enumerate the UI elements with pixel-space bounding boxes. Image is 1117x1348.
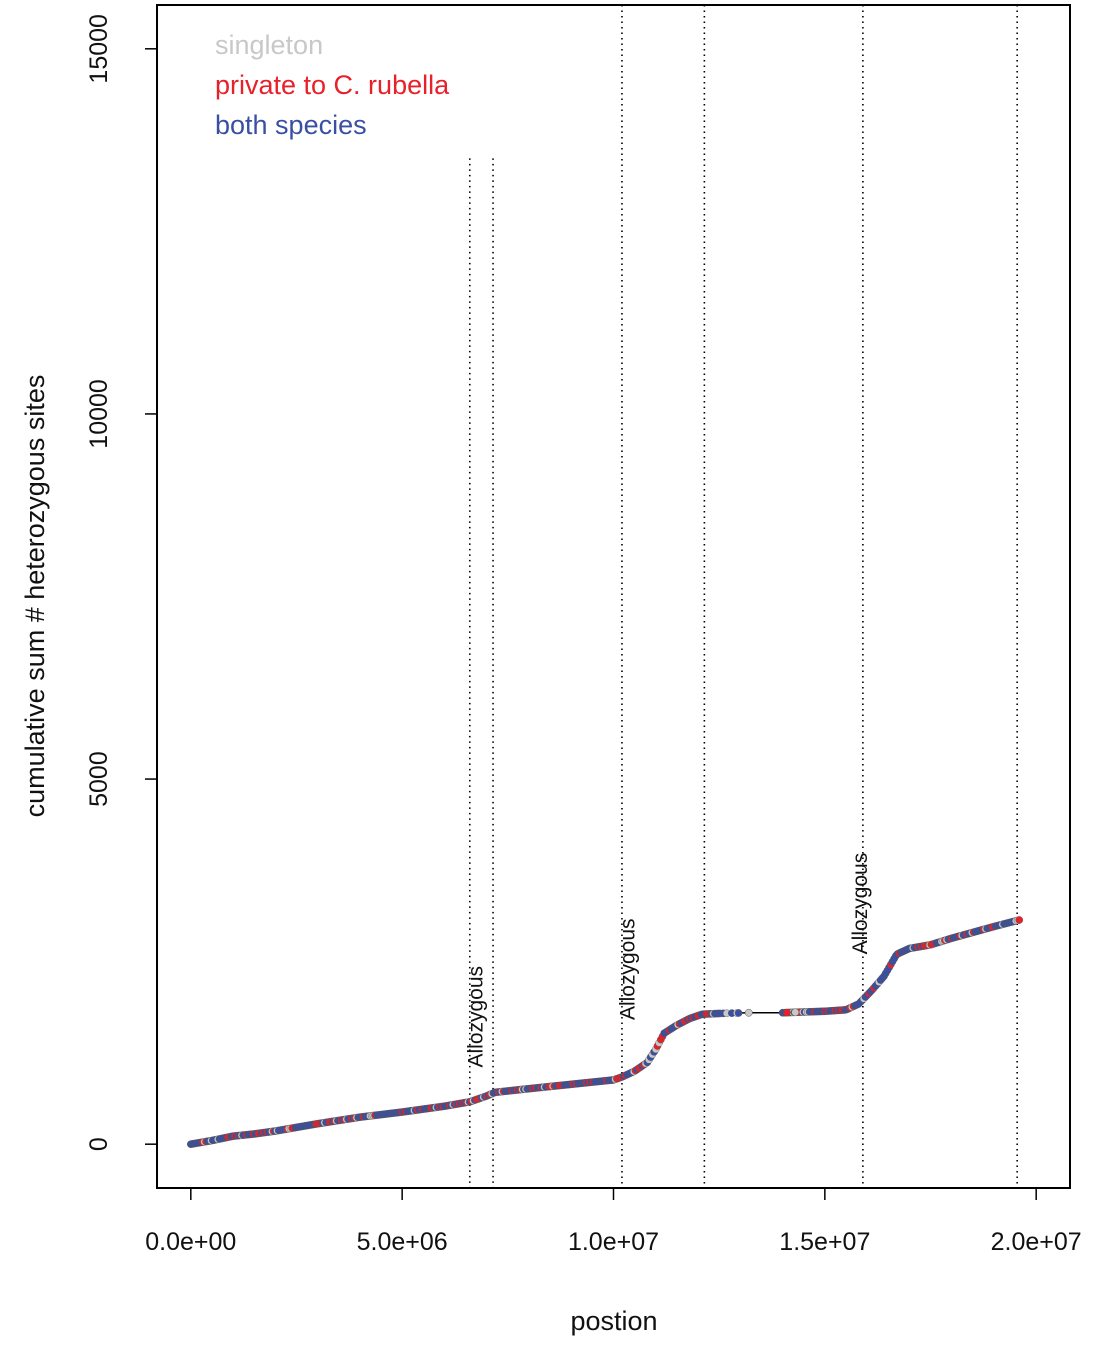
annotation-allozygous-1: Allozygous xyxy=(464,966,487,1068)
legend-label-singleton: singleton xyxy=(215,30,323,60)
x-tick-label: 1.5e+07 xyxy=(779,1228,870,1256)
allozygous-annotations: Allozygous Allozygous Allozygous xyxy=(464,853,872,1068)
y-tick-label: 10000 xyxy=(85,379,113,449)
vertical-reference-lines xyxy=(468,5,1018,1188)
legend-label-both: both species xyxy=(215,110,367,140)
data-point xyxy=(744,1008,753,1017)
y-axis-title: cumulative sum # heterozygous sites xyxy=(20,375,50,818)
y-axis: 0 5000 10000 15000 xyxy=(85,14,158,1151)
y-tick-label: 5000 xyxy=(85,751,113,807)
x-tick-label: 0.0e+00 xyxy=(145,1228,236,1256)
plot-frame xyxy=(156,4,1071,1189)
annotation-allozygous-3: Allozygous xyxy=(849,853,872,955)
legend-label-private: private to C. rubella xyxy=(215,70,450,100)
data-point xyxy=(1015,916,1024,924)
annotation-allozygous-2: Allozygous xyxy=(617,918,640,1020)
data-point xyxy=(791,1008,800,1017)
data-point xyxy=(783,1008,791,1017)
data-point xyxy=(734,1009,743,1017)
x-axis-title: postion xyxy=(570,1306,657,1336)
x-tick-label: 1.0e+07 xyxy=(568,1228,659,1256)
x-axis: 0.0e+00 5.0e+06 1.0e+07 1.5e+07 2.0e+07 xyxy=(145,1187,1082,1256)
y-tick-label: 0 xyxy=(85,1137,113,1151)
data-points-layer xyxy=(187,916,1024,1148)
legend: singleton private to C. rubella both spe… xyxy=(215,30,450,140)
y-tick-label: 15000 xyxy=(85,14,113,84)
x-tick-label: 2.0e+07 xyxy=(991,1228,1082,1256)
x-tick-label: 5.0e+06 xyxy=(357,1228,448,1256)
